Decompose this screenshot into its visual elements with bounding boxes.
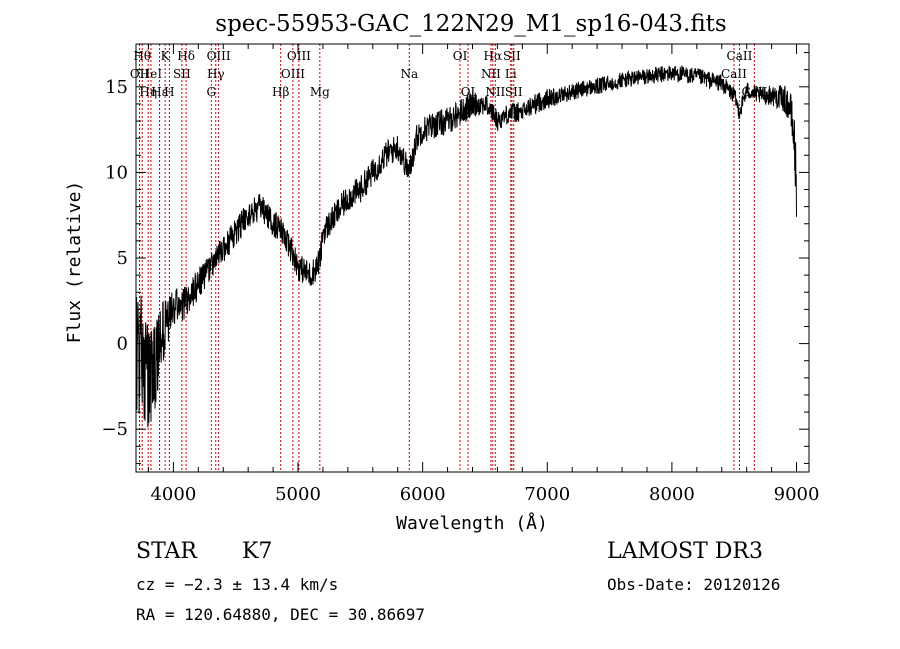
x-tick-label-6000: 6000 [400,484,446,505]
x-tick-label-9000: 9000 [774,484,820,505]
line-marker-label-14: OIII [287,49,311,63]
line-marker-label-3: HeI [140,67,163,81]
x-tick-label-5000: 5000 [275,484,321,505]
line-marker-label-13: OIII [281,67,305,81]
chart-title: spec-55953-GAC_122N29_M1_sp16-043.fits [215,11,726,37]
line-marker-label-8: Hδ [177,49,195,63]
line-marker-label-5: K [161,49,171,63]
object-class: STAR [136,539,197,564]
y-tick-label-2: 5 [117,248,128,269]
line-marker-label-10: Hγ [207,67,225,81]
spectral-subclass: K7 [242,539,273,564]
line-marker-label-6: H [164,85,174,99]
y-tick-label-3: 10 [105,162,128,183]
line-marker-label-25: CaII [721,67,747,81]
line-marker-label-15: Mg [310,85,330,99]
line-marker-label-12: Hβ [272,85,289,99]
line-marker-label-21: NII [485,85,505,99]
line-marker-label-20: Hα [484,49,503,63]
y-tick-label-1: 0 [117,334,128,355]
line-marker-label-9: G [206,85,216,99]
line-marker-label-17: OI [453,49,468,63]
line-marker-label-19: NII [481,67,501,81]
line-marker-label-4: Hε [151,85,168,99]
spectrum-line [135,64,797,428]
line-marker-label-2: Hη [139,85,157,99]
redshift-velocity: cz = −2.3 ± 13.4 km/s [136,575,339,594]
y-axis: −5 0 5 10 15 [101,52,809,464]
line-marker-label-24: SII [505,85,523,99]
line-marker-label-11: OIII [207,49,231,63]
y-tick-label-4: 15 [105,77,128,98]
y-tick-label-0: −5 [101,419,128,440]
line-marker-label-22: Li [505,67,517,81]
x-tick-label-4000: 4000 [150,484,196,505]
survey-name: LAMOST DR3 [607,539,763,564]
line-marker-label-7: SII [173,67,191,81]
x-tick-label-8000: 8000 [649,484,695,505]
x-axis-label: Wavelength (Å) [396,512,548,534]
emission-line-markers: HθOIIHηHeIHεKHSIIHδGHγOIIIHβOIIIOIIIMgNa… [130,44,768,472]
line-marker-label-16: Na [400,67,418,81]
observation-date: Obs-Date: 20120126 [607,575,781,594]
y-axis-label: Flux (relative) [64,181,85,344]
line-marker-label-1: OII [130,67,150,81]
line-marker-label-26: CaII [727,49,753,63]
x-tick-label-7000: 7000 [524,484,570,505]
x-axis: 4000 5000 6000 7000 8000 9000 [147,44,820,505]
line-marker-label-23: SII [503,49,521,63]
spectrum-series [135,64,797,428]
coordinates: RA = 120.64880, DEC = 30.86697 [136,605,425,624]
